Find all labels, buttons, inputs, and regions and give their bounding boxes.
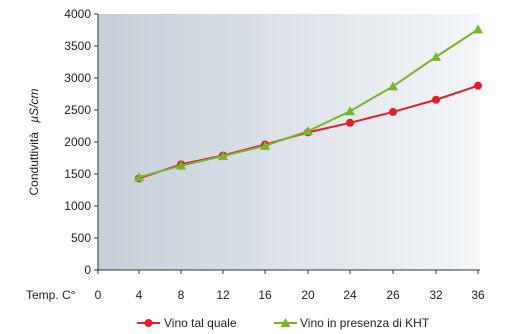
plot-background <box>98 14 480 270</box>
legend-item: Vino tal quale <box>137 316 237 330</box>
legend-label: Vino tal quale <box>164 316 237 330</box>
legend-item: Vino in presenza di KHT <box>274 316 430 330</box>
data-point <box>473 24 483 34</box>
y-tick-label: 3500 <box>64 39 91 53</box>
x-tick-label: 8 <box>178 288 185 302</box>
y-tick-label: 4000 <box>64 7 91 21</box>
x-tick-label: 24 <box>343 288 357 302</box>
data-point <box>389 107 397 116</box>
y-tick-label: 0 <box>84 263 91 277</box>
data-point <box>260 140 270 150</box>
y-tick-label: 2000 <box>64 135 91 149</box>
y-axis-label-unit: µS/cm <box>27 89 41 123</box>
y-axis-label: Conduttività µS/cm <box>27 89 41 196</box>
data-point <box>176 160 186 170</box>
data-point <box>388 81 398 91</box>
x-tick-label: 32 <box>429 288 443 302</box>
x-tick-label: 20 <box>301 288 315 302</box>
data-point <box>134 172 144 182</box>
x-axis: Temp. C° 0 4 8 12 16 20 24 26 32 36 <box>26 269 485 302</box>
legend-label: Vino in presenza di KHT <box>300 316 430 330</box>
y-axis-label-text: Conduttività <box>27 132 41 196</box>
x-tick-label: 16 <box>258 288 272 302</box>
data-point <box>474 81 482 90</box>
x-tick-label: 26 <box>386 288 400 302</box>
x-axis-prefix-label: Temp. C° <box>26 288 76 302</box>
x-tick-label: 4 <box>136 288 143 302</box>
data-point <box>218 151 228 161</box>
x-tick-label: 36 <box>471 288 485 302</box>
y-tick-label: 1500 <box>64 167 91 181</box>
x-tick-label: 0 <box>95 288 102 302</box>
y-axis: 0 500 1000 1500 2000 2500 3000 3500 4000 <box>64 7 99 277</box>
legend-swatch-marker <box>144 319 153 327</box>
series-group <box>134 24 483 183</box>
data-point <box>432 95 440 104</box>
data-point <box>346 118 354 127</box>
x-tick-label: 12 <box>216 288 230 302</box>
y-tick-label: 3000 <box>64 71 91 85</box>
y-tick-label: 500 <box>71 231 91 245</box>
y-tick-label: 1000 <box>64 199 91 213</box>
legend-swatch-marker <box>280 318 291 327</box>
legend: Vino tal quale Vino in presenza di KHT <box>137 316 430 330</box>
series-vino-kht <box>134 24 483 182</box>
data-point <box>431 51 441 61</box>
data-point <box>303 126 313 136</box>
y-tick-label: 2500 <box>64 103 91 117</box>
data-point <box>345 106 355 116</box>
